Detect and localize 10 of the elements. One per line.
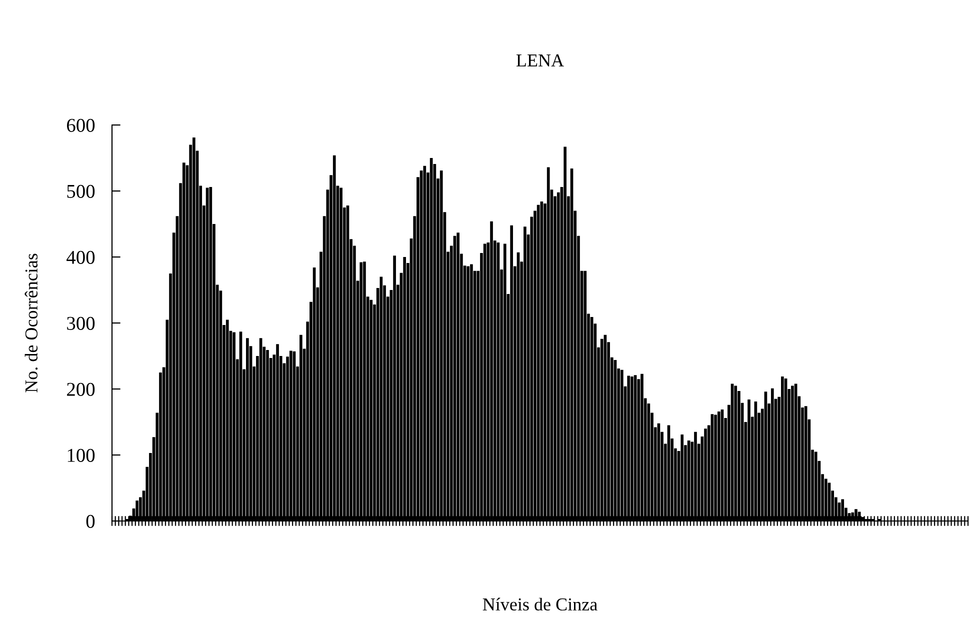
y-tick-label: 500 [67, 184, 95, 198]
y-tick-label: 400 [66, 250, 95, 264]
y-tick-label: 600 [67, 118, 95, 132]
y-tick-label: 100 [68, 448, 95, 462]
y-tick-label: 300 [67, 316, 95, 330]
y-tick-label: 0 [86, 514, 95, 528]
chart-title: LENA [516, 54, 564, 66]
x-axis-title: Níveis de Cinza [482, 598, 598, 611]
y-tick-label: 200 [67, 382, 95, 396]
y-axis-title: No. de Ocorrências [24, 254, 38, 392]
